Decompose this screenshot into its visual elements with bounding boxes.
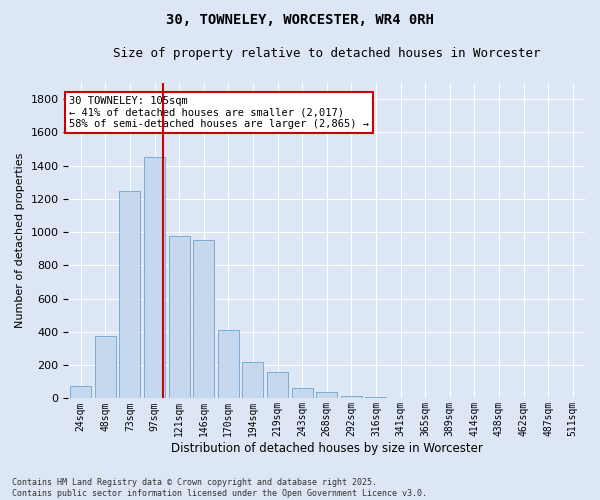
Bar: [365, 397, 386, 398]
Text: 30 TOWNELEY: 105sqm
← 41% of detached houses are smaller (2,017)
58% of semi-det: 30 TOWNELEY: 105sqm ← 41% of detached ho…: [69, 96, 369, 129]
Bar: [95, 336, 116, 398]
Bar: [267, 372, 288, 398]
Bar: [242, 362, 263, 399]
Text: 30, TOWNELEY, WORCESTER, WR4 0RH: 30, TOWNELEY, WORCESTER, WR4 0RH: [166, 12, 434, 26]
Bar: [292, 388, 313, 398]
Bar: [70, 386, 91, 398]
Bar: [316, 392, 337, 398]
Bar: [169, 236, 190, 398]
Bar: [218, 330, 239, 398]
Bar: [193, 240, 214, 398]
Bar: [144, 158, 165, 398]
Bar: [341, 396, 362, 398]
X-axis label: Distribution of detached houses by size in Worcester: Distribution of detached houses by size …: [171, 442, 482, 455]
Bar: [119, 190, 140, 398]
Title: Size of property relative to detached houses in Worcester: Size of property relative to detached ho…: [113, 48, 541, 60]
Text: Contains HM Land Registry data © Crown copyright and database right 2025.
Contai: Contains HM Land Registry data © Crown c…: [12, 478, 427, 498]
Y-axis label: Number of detached properties: Number of detached properties: [15, 153, 25, 328]
